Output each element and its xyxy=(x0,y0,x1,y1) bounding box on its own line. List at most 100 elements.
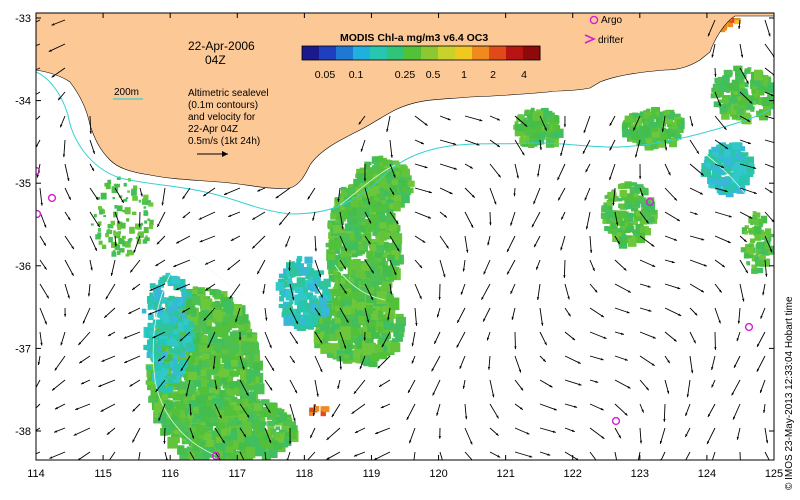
velocity-arrowhead xyxy=(51,387,55,391)
velocity-arrowhead xyxy=(71,246,74,250)
velocity-arrow xyxy=(414,211,432,219)
velocity-arrowhead xyxy=(693,340,696,344)
velocity-arrowhead xyxy=(67,217,71,221)
velocity-arrowhead xyxy=(138,224,141,228)
argo-float-marker xyxy=(744,322,754,332)
velocity-arrowhead xyxy=(676,218,680,222)
velocity-arrowhead xyxy=(279,222,282,226)
velocity-arrowhead xyxy=(457,319,460,323)
y-tick-label: -35 xyxy=(15,178,31,190)
velocity-arrowhead xyxy=(560,153,563,157)
velocity-arrowhead xyxy=(753,166,757,169)
velocity-arrowhead xyxy=(205,262,209,265)
velocity-arrow xyxy=(278,211,291,226)
velocity-arrowhead xyxy=(494,201,497,205)
velocity-arrowhead xyxy=(436,314,440,318)
velocity-arrowhead xyxy=(31,454,34,456)
velocity-arrow xyxy=(660,451,666,460)
velocity-arrowhead xyxy=(677,286,681,290)
colorbar-swatch xyxy=(353,46,371,60)
velocity-arrow xyxy=(351,403,366,415)
velocity-arrowhead xyxy=(62,154,66,158)
velocity-arrowhead xyxy=(714,347,717,350)
velocity-arrowhead xyxy=(664,147,668,151)
y-tick-label: -33 xyxy=(15,13,31,25)
velocity-arrowhead xyxy=(574,405,578,408)
velocity-arrow xyxy=(54,355,66,371)
velocity-arrowhead xyxy=(424,165,428,169)
velocity-arrowhead xyxy=(756,368,760,372)
velocity-arrowhead xyxy=(563,124,567,128)
velocity-arrow xyxy=(161,187,166,206)
velocity-arrowhead xyxy=(549,384,553,388)
velocity-arrowhead xyxy=(43,224,47,228)
velocity-arrowhead xyxy=(353,454,357,457)
velocity-arrowhead xyxy=(700,289,704,293)
velocity-arrowhead xyxy=(411,360,415,364)
velocity-arrowhead xyxy=(133,249,136,253)
velocity-arrowhead xyxy=(285,244,288,248)
velocity-arrowhead xyxy=(163,441,166,444)
colorbar-swatch xyxy=(506,46,524,60)
colorbar-swatch xyxy=(523,46,541,60)
velocity-arrowhead xyxy=(252,245,255,249)
velocity-arrowhead xyxy=(473,461,476,464)
velocity-arrow xyxy=(664,211,681,222)
velocity-arrowhead xyxy=(420,141,424,145)
velocity-arrowhead xyxy=(312,412,316,416)
velocity-arrowhead xyxy=(46,295,49,299)
velocity-arrowhead xyxy=(252,217,256,220)
velocity-arrowhead xyxy=(295,340,298,344)
velocity-arrowhead xyxy=(381,344,385,348)
velocity-arrowhead xyxy=(727,240,731,243)
velocity-arrowhead xyxy=(182,196,185,200)
plot-frame xyxy=(35,12,775,461)
velocity-arrowhead xyxy=(765,440,769,444)
velocity-arrow xyxy=(689,259,708,267)
velocity-arrowhead xyxy=(659,440,663,444)
velocity-arrowhead xyxy=(746,80,749,84)
velocity-arrow xyxy=(105,283,116,300)
velocity-arrowhead xyxy=(43,242,46,246)
velocity-arrowhead xyxy=(343,266,346,270)
altimetry-note-line: and velocity for xyxy=(188,112,256,123)
velocity-arrow xyxy=(89,115,92,134)
velocity-arrowhead xyxy=(627,386,631,389)
x-tick-label: 114 xyxy=(27,468,45,480)
velocity-arrow xyxy=(82,307,91,324)
velocity-arrowhead xyxy=(157,358,161,362)
velocity-arrow xyxy=(489,403,499,419)
velocity-arrowhead xyxy=(427,216,431,219)
velocity-arrowhead xyxy=(633,127,636,131)
velocity-arrowhead xyxy=(304,461,307,464)
velocity-arrowhead xyxy=(648,309,652,312)
isobath-label: 200m xyxy=(114,87,139,98)
velocity-arrowhead xyxy=(685,433,688,437)
date-label: 22-Apr-2006 xyxy=(188,39,255,53)
velocity-arrowhead xyxy=(152,335,156,339)
x-tick-label: 115 xyxy=(94,468,112,480)
velocity-arrow xyxy=(353,379,366,395)
velocity-arrowhead xyxy=(409,440,412,444)
velocity-arrowhead xyxy=(470,441,473,445)
colorbar-swatch xyxy=(489,46,507,60)
velocity-arrowhead xyxy=(406,416,410,420)
velocity-arrowhead xyxy=(511,316,514,320)
velocity-arrow xyxy=(707,19,716,37)
velocity-arrow xyxy=(639,259,656,268)
velocity-arrow xyxy=(64,259,74,277)
velocity-arrowhead xyxy=(51,23,55,26)
velocity-arrow xyxy=(389,139,393,158)
velocity-arrowhead xyxy=(516,175,519,179)
velocity-arrow xyxy=(557,163,566,181)
velocity-arrow xyxy=(687,379,691,398)
velocity-arrowhead xyxy=(77,457,81,460)
velocity-arrowhead xyxy=(731,392,734,396)
velocity-arrowhead xyxy=(496,144,500,147)
velocity-arrowhead xyxy=(419,265,423,269)
velocity-arrowhead xyxy=(419,296,422,300)
velocity-arrowhead xyxy=(132,408,136,412)
velocity-arrowhead xyxy=(553,408,557,411)
velocity-arrowhead xyxy=(431,368,434,372)
velocity-arrow xyxy=(114,187,125,204)
